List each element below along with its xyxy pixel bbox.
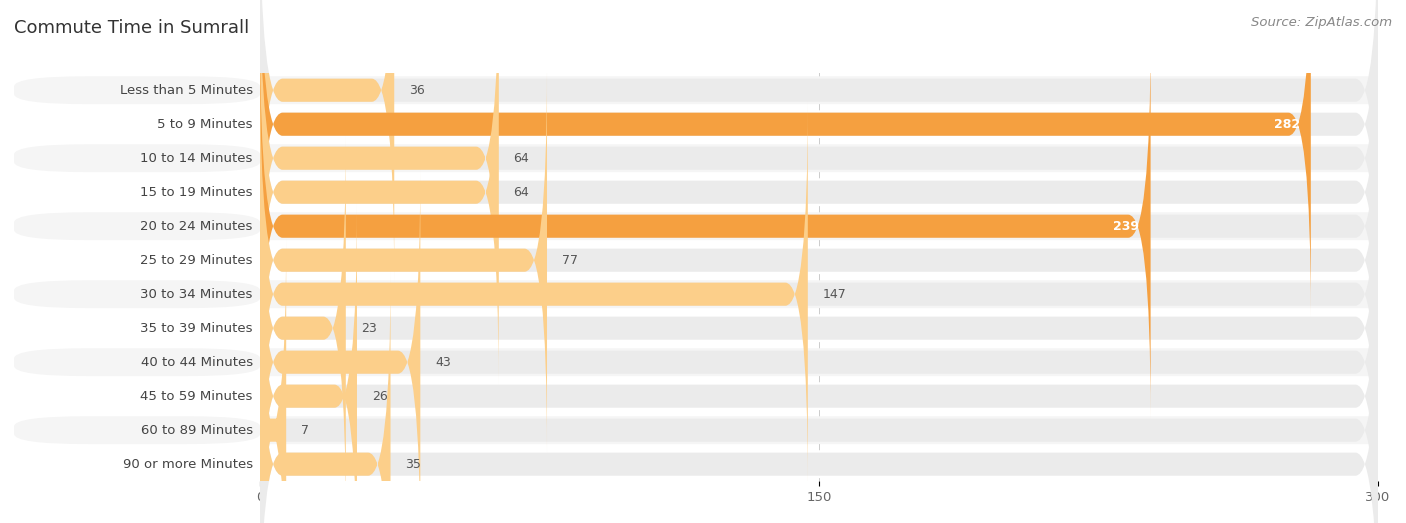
FancyBboxPatch shape xyxy=(260,280,1378,308)
FancyBboxPatch shape xyxy=(260,204,357,523)
FancyBboxPatch shape xyxy=(14,450,260,478)
FancyBboxPatch shape xyxy=(14,246,260,274)
Text: 60 to 89 Minutes: 60 to 89 Minutes xyxy=(141,424,253,437)
FancyBboxPatch shape xyxy=(260,0,1378,350)
Text: 282: 282 xyxy=(1274,118,1299,131)
FancyBboxPatch shape xyxy=(260,68,1378,452)
FancyBboxPatch shape xyxy=(260,136,1378,520)
FancyBboxPatch shape xyxy=(260,272,1378,523)
Text: 35 to 39 Minutes: 35 to 39 Minutes xyxy=(141,322,253,335)
Text: 10 to 14 Minutes: 10 to 14 Minutes xyxy=(141,152,253,165)
FancyBboxPatch shape xyxy=(260,170,420,523)
Text: 43: 43 xyxy=(436,356,451,369)
FancyBboxPatch shape xyxy=(14,382,260,410)
FancyBboxPatch shape xyxy=(260,348,1378,376)
FancyBboxPatch shape xyxy=(260,0,1310,316)
Text: 64: 64 xyxy=(513,186,529,199)
FancyBboxPatch shape xyxy=(260,34,1150,418)
FancyBboxPatch shape xyxy=(14,280,260,308)
FancyBboxPatch shape xyxy=(260,246,1378,274)
FancyBboxPatch shape xyxy=(260,34,1378,418)
FancyBboxPatch shape xyxy=(260,170,1378,523)
FancyBboxPatch shape xyxy=(260,0,499,384)
Text: 25 to 29 Minutes: 25 to 29 Minutes xyxy=(141,254,253,267)
Text: 147: 147 xyxy=(823,288,846,301)
FancyBboxPatch shape xyxy=(260,204,1378,523)
FancyBboxPatch shape xyxy=(260,450,1378,478)
FancyBboxPatch shape xyxy=(260,314,1378,342)
FancyBboxPatch shape xyxy=(260,178,1378,206)
Text: Less than 5 Minutes: Less than 5 Minutes xyxy=(120,84,253,97)
FancyBboxPatch shape xyxy=(260,0,1378,282)
FancyBboxPatch shape xyxy=(260,144,1378,172)
FancyBboxPatch shape xyxy=(14,110,260,138)
Text: 26: 26 xyxy=(371,390,388,403)
FancyBboxPatch shape xyxy=(14,178,260,206)
Text: 90 or more Minutes: 90 or more Minutes xyxy=(122,458,253,471)
Text: 15 to 19 Minutes: 15 to 19 Minutes xyxy=(141,186,253,199)
FancyBboxPatch shape xyxy=(14,416,260,444)
FancyBboxPatch shape xyxy=(14,144,260,172)
Text: 64: 64 xyxy=(513,152,529,165)
FancyBboxPatch shape xyxy=(260,0,499,350)
Text: 5 to 9 Minutes: 5 to 9 Minutes xyxy=(157,118,253,131)
Text: 7: 7 xyxy=(301,424,309,437)
FancyBboxPatch shape xyxy=(260,212,1378,240)
FancyBboxPatch shape xyxy=(260,76,1378,104)
FancyBboxPatch shape xyxy=(260,416,1378,444)
FancyBboxPatch shape xyxy=(260,136,346,520)
FancyBboxPatch shape xyxy=(260,102,1378,486)
FancyBboxPatch shape xyxy=(14,76,260,104)
Text: 40 to 44 Minutes: 40 to 44 Minutes xyxy=(141,356,253,369)
FancyBboxPatch shape xyxy=(14,348,260,376)
FancyBboxPatch shape xyxy=(14,314,260,342)
FancyBboxPatch shape xyxy=(260,0,394,282)
FancyBboxPatch shape xyxy=(260,68,547,452)
FancyBboxPatch shape xyxy=(260,272,391,523)
FancyBboxPatch shape xyxy=(260,0,1378,316)
FancyBboxPatch shape xyxy=(260,102,808,486)
FancyBboxPatch shape xyxy=(260,238,1378,523)
FancyBboxPatch shape xyxy=(260,382,1378,410)
Text: 30 to 34 Minutes: 30 to 34 Minutes xyxy=(141,288,253,301)
Text: 45 to 59 Minutes: 45 to 59 Minutes xyxy=(141,390,253,403)
FancyBboxPatch shape xyxy=(14,212,260,240)
Text: 20 to 24 Minutes: 20 to 24 Minutes xyxy=(141,220,253,233)
Text: 23: 23 xyxy=(361,322,377,335)
FancyBboxPatch shape xyxy=(260,238,287,523)
Text: 36: 36 xyxy=(409,84,425,97)
Text: 35: 35 xyxy=(405,458,422,471)
Text: Source: ZipAtlas.com: Source: ZipAtlas.com xyxy=(1251,16,1392,29)
Text: Commute Time in Sumrall: Commute Time in Sumrall xyxy=(14,19,249,37)
FancyBboxPatch shape xyxy=(260,110,1378,138)
FancyBboxPatch shape xyxy=(260,0,1378,384)
Text: 239: 239 xyxy=(1114,220,1139,233)
Text: 77: 77 xyxy=(562,254,578,267)
